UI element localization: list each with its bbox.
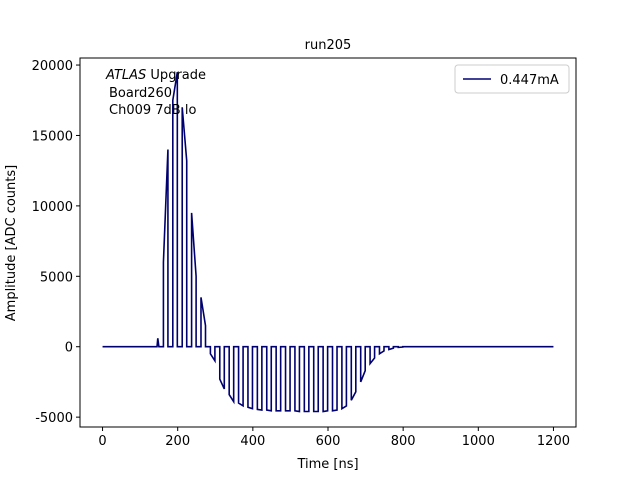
line-series [102, 71, 554, 413]
chart-title: run205 [305, 38, 352, 53]
y-tick-label: 20000 [32, 59, 73, 74]
annotation-line: Ch009 7dB lo [109, 103, 196, 118]
annotation: ATLAS Upgrade [105, 68, 206, 83]
legend-label: 0.447mA [500, 73, 559, 88]
x-tick-label: 200 [165, 434, 190, 449]
legend-box [454, 64, 570, 94]
y-tick-label: 0 [65, 341, 73, 356]
annotation-line: Board260 [109, 86, 172, 101]
y-tick-label: 5000 [40, 270, 73, 285]
y-tick-label: -5000 [35, 411, 73, 426]
x-tick-label: 1200 [537, 434, 570, 449]
x-tick-label: 600 [316, 434, 341, 449]
x-axis-label: Time [ns] [296, 457, 358, 472]
x-tick-label: 1000 [462, 434, 495, 449]
y-axis-label: Amplitude [ADC counts] [4, 165, 19, 321]
annotation-text: Upgrade [150, 68, 206, 83]
x-tick-label: 400 [240, 434, 265, 449]
y-tick-label: 10000 [32, 200, 73, 215]
annotation-italic: ATLAS [105, 68, 146, 83]
x-tick-label: 800 [391, 434, 416, 449]
plot-frame [79, 57, 577, 428]
y-tick-label: 15000 [32, 129, 73, 144]
x-tick-label: 0 [98, 434, 106, 449]
